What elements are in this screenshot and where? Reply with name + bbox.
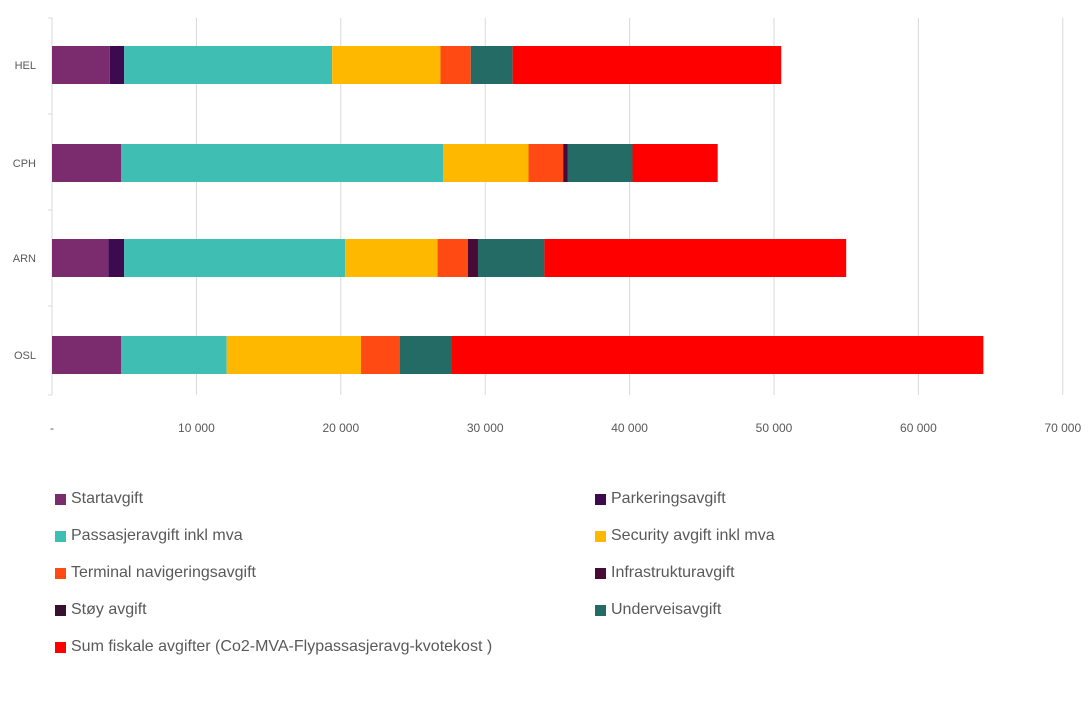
x-tick-label: 40 000 [611,421,648,435]
bar-arn-segment [467,239,478,277]
bar-cph-segment [443,144,529,182]
bar-hel-segment [440,46,471,84]
legend-swatch [55,604,66,616]
legend-item: Støy avgift [55,599,147,621]
bar-arn-segment [477,239,545,277]
x-tick-labels: - 10 000 20 000 30 000 40 000 50 000 60 000 70 … [50,421,1081,435]
legend-label: Parkeringsavgift [611,490,726,507]
legend-swatch [595,530,606,542]
legend-swatch [55,641,66,653]
bar-osl-segment [226,336,362,374]
bar-cph-segment [121,144,444,182]
bar-arn-segment [437,239,468,277]
legend-label: Security avgift inkl mva [611,527,775,544]
legend-swatch [55,567,66,579]
x-tick-label: 60 000 [900,421,937,435]
legend-item: Security avgift inkl mva [595,525,775,547]
legend-item: Terminal navigeringsavgift [55,562,256,584]
x-tick-label: 50 000 [756,421,793,435]
legend-label: Passasjeravgift inkl mva [71,527,243,544]
bar-hel-segment [124,46,333,84]
category-label: HEL [15,60,36,72]
x-tick-label: 10 000 [178,421,215,435]
bar-hel-segment [512,46,782,84]
legend-label: Terminal navigeringsavgift [71,564,256,581]
category-labels: HEL CPH ARN OSL [13,60,36,362]
bar-cph-segment [632,144,718,182]
legend-item: Passasjeravgift inkl mva [55,525,243,547]
bar-osl-segment [121,336,227,374]
bar-hel-segment [109,46,125,84]
x-tick-label: 30 000 [467,421,504,435]
x-tick-label: 70 000 [1044,421,1081,435]
legend-label: Startavgift [71,490,144,507]
legend-label: Sum fiskale avgifter (Co2-MVA-Flypassasj… [71,638,493,655]
legend-swatch [595,493,606,505]
bar-osl-segment [361,336,401,374]
bar-arn-segment [52,239,109,277]
bar-hel-segment [332,46,441,84]
legend-swatch [55,530,66,542]
bar-arn-segment [544,239,847,277]
legend-label: Underveisavgift [611,601,722,618]
bar-arn-segment [108,239,125,277]
category-label: OSL [14,350,36,362]
category-label: CPH [13,158,36,170]
plot-area: - 10 000 20 000 30 000 40 000 50 000 60 000 70 … [13,17,1081,435]
x-tick-label: 20 000 [322,421,359,435]
category-label: ARN [13,253,36,265]
legend-swatch [595,604,606,616]
bar-osl-segment [400,336,452,374]
legend-item: Parkeringsavgift [595,488,726,510]
legend-item: Underveisavgift [595,599,721,621]
bar-cph-segment [528,144,564,182]
legend-swatch [595,567,606,579]
bar-cph-segment [563,144,568,182]
bar-hel-segment [470,46,513,84]
bar-osl-segment [52,336,122,374]
legend-item: Infrastrukturavgift [595,562,735,584]
bar-cph-segment [567,144,633,182]
legend-item: Sum fiskale avgifter (Co2-MVA-Flypassasj… [55,636,492,658]
legend-item: Startavgift [55,488,143,510]
x-tick-label: - [50,421,54,435]
legend-label: Støy avgift [71,601,147,618]
legend-label: Infrastrukturavgift [611,564,735,581]
category-axis [48,17,53,396]
bars [52,46,984,374]
bar-hel-segment [52,46,110,84]
bar-arn-segment [345,239,438,277]
bar-osl-segment [451,336,984,374]
bar-cph-segment [52,144,122,182]
legend-swatch [55,493,66,505]
bar-arn-segment [124,239,346,277]
